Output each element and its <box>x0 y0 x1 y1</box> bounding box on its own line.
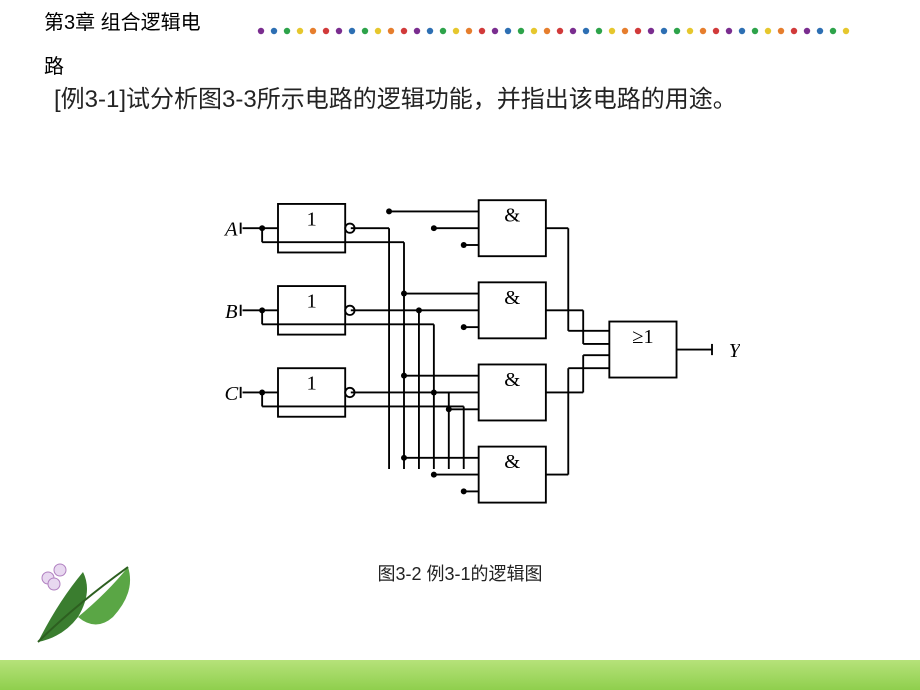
svg-text:1: 1 <box>306 208 316 230</box>
svg-text:&: & <box>504 287 520 309</box>
svg-text:A: A <box>223 219 238 241</box>
color-dot-separator <box>240 26 880 36</box>
problem-label: [例3-1] <box>54 86 126 113</box>
chapter-title: 第3章 组合逻辑电 <box>44 6 201 35</box>
svg-text:Y: Y <box>729 340 740 362</box>
svg-text:1: 1 <box>306 373 316 395</box>
logic-diagram: 1 1 1 & & & & ≥1 A B C Y <box>180 172 740 542</box>
svg-text:B: B <box>225 301 238 323</box>
svg-text:&: & <box>504 451 520 473</box>
svg-text:≥1: ≥1 <box>632 326 654 348</box>
leaf-decoration-icon <box>18 532 148 652</box>
bottom-accent-bar <box>0 660 920 690</box>
problem-text: [例3-1]试分析图3-3所示电路的逻辑功能，并指出该电路的用途。 <box>54 80 874 121</box>
svg-text:C: C <box>224 383 238 405</box>
svg-text:&: & <box>504 369 520 391</box>
svg-text:1: 1 <box>306 291 316 313</box>
svg-text:&: & <box>504 205 520 227</box>
chapter-title-cont: 路 <box>44 50 64 79</box>
problem-body: 试分析图3-3所示电路的逻辑功能，并指出该电路的用途。 <box>126 86 737 113</box>
